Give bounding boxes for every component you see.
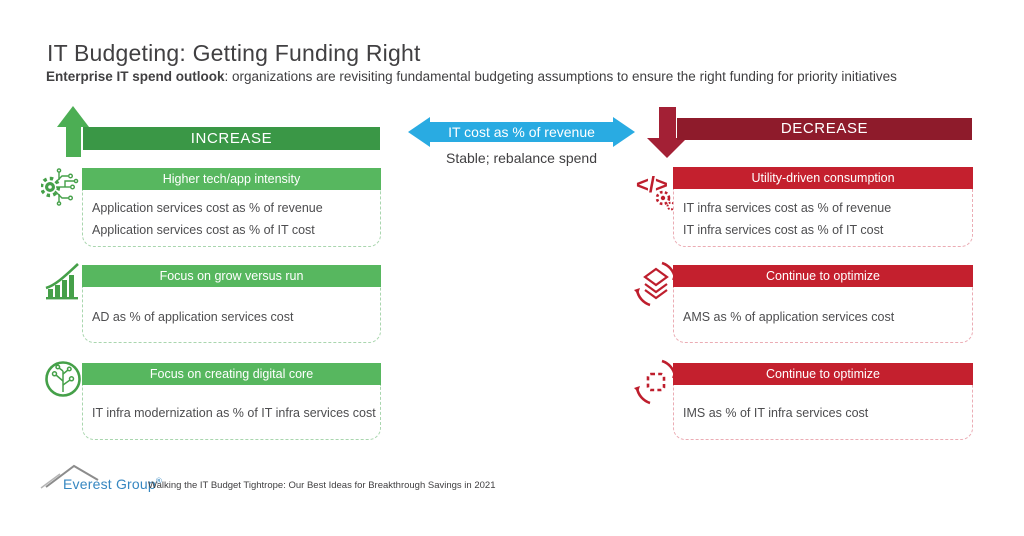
everest-logo-mountain-icon [40, 464, 99, 489]
page-title: IT Budgeting: Getting Funding Right [47, 40, 421, 66]
metric-line: AD as % of application services cost [92, 310, 294, 324]
card-title-bar: Higher tech/app intensity [82, 168, 381, 190]
logo-label: Everest Group [63, 476, 156, 492]
digital-core-icon [45, 361, 81, 397]
card-content: IMS as % of IT infra services cost [673, 385, 973, 440]
cost-revenue-arrow-label: IT cost as % of revenue [429, 122, 614, 142]
decrease-header: DECREASE [677, 118, 972, 140]
square-refresh-icon [634, 359, 678, 405]
card-content: IT infra services cost as % of revenue I… [673, 189, 973, 247]
decrease-card-3: Continue to optimize IMS as % of IT infr… [673, 363, 973, 440]
card-content: Application services cost as % of revenu… [82, 190, 381, 247]
registered-mark: ® [155, 476, 162, 486]
everest-group-logo: Everest Group® [63, 476, 162, 492]
card-title-bar: Focus on grow versus run [82, 265, 381, 287]
card-content: AD as % of application services cost [82, 287, 381, 343]
metric-line: IMS as % of IT infra services cost [683, 406, 869, 420]
metric-line: IT infra services cost as % of IT cost [683, 223, 884, 237]
increase-card-1: Higher tech/app intensity Application se… [82, 168, 381, 247]
card-title-bar: Continue to optimize [673, 363, 973, 385]
decrease-down-arrow-stem [659, 107, 676, 139]
svg-text:</>: </> [636, 172, 668, 197]
subtitle-rest: : organizations are revisiting fundament… [224, 69, 897, 84]
center-note: Stable; rebalance spend [446, 150, 597, 166]
metric-line: IT infra services cost as % of revenue [683, 201, 892, 215]
increase-header: INCREASE [83, 127, 380, 150]
decrease-card-2: Continue to optimize AMS as % of applica… [673, 265, 973, 343]
gear-circuit-icon [41, 168, 79, 206]
card-title-bar: Focus on creating digital core [82, 363, 381, 385]
metric-line: IT infra modernization as % of IT infra … [92, 406, 376, 420]
subtitle-lead: Enterprise IT spend outlook [46, 69, 225, 84]
footer-note: Walking the IT Budget Tightrope: Our Bes… [148, 480, 496, 491]
increase-card-2: Focus on grow versus run AD as % of appl… [82, 265, 381, 343]
card-title-bar: Utility-driven consumption [673, 167, 973, 189]
decrease-down-arrow-icon [647, 138, 687, 158]
layers-refresh-icon [634, 261, 678, 307]
code-gear-icon: </> [636, 172, 674, 211]
metric-line: Application services cost as % of IT cos… [92, 223, 315, 237]
card-title-bar: Continue to optimize [673, 265, 973, 287]
metric-line: AMS as % of application services cost [683, 310, 895, 324]
metric-line: Application services cost as % of revenu… [92, 201, 323, 215]
increase-up-arrow-stem [66, 126, 81, 157]
subtitle: Enterprise IT spend outlook: organizatio… [46, 69, 897, 84]
arrow-right-point-icon [613, 117, 635, 147]
increase-card-3: Focus on creating digital core IT infra … [82, 363, 381, 440]
card-content: AMS as % of application services cost [673, 287, 973, 343]
arrow-left-point-icon [408, 117, 430, 147]
growth-chart-icon [45, 263, 79, 300]
decrease-card-1: Utility-driven consumption IT infra serv… [673, 167, 973, 247]
card-content: IT infra modernization as % of IT infra … [82, 385, 381, 440]
increase-up-arrow-icon [57, 106, 89, 127]
